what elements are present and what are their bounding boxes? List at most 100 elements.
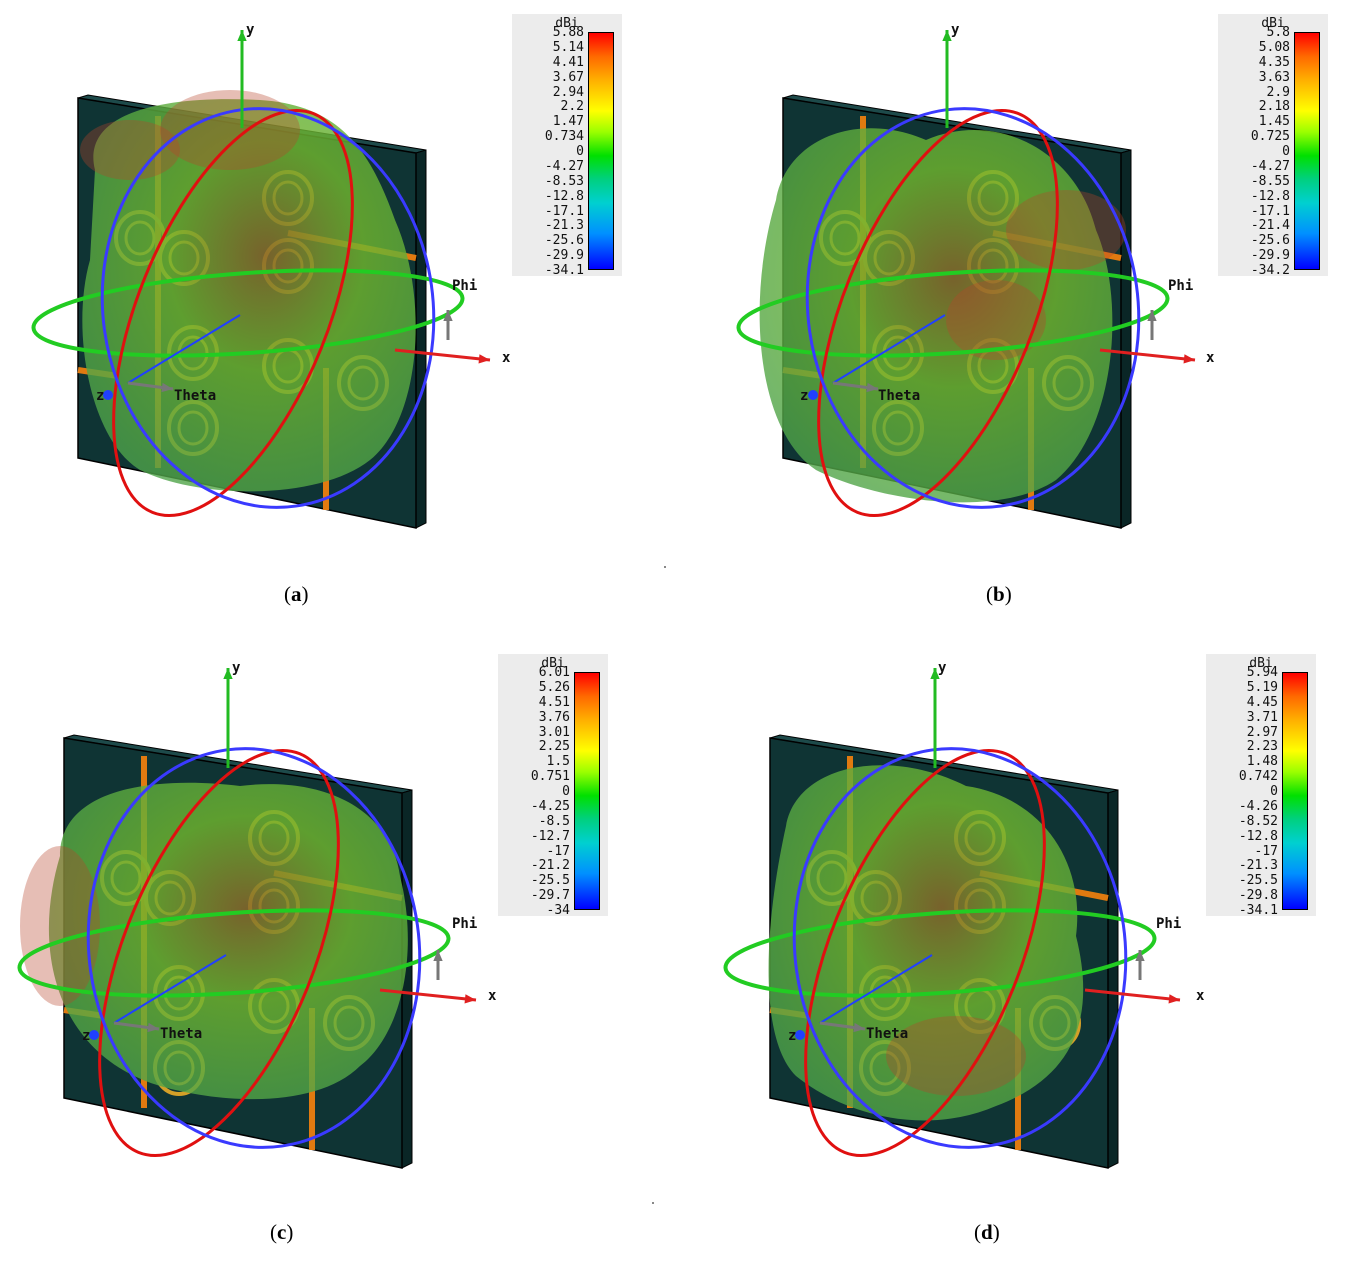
- radiation-pattern-surface: [759, 128, 1113, 503]
- phi-ring: [17, 908, 451, 998]
- z-axis-line: [127, 314, 241, 384]
- legend-tick-label: 3.71: [1246, 709, 1278, 725]
- legend-tick-label: -12.8: [1250, 188, 1290, 204]
- x-axis-arrow-head: [464, 994, 476, 1004]
- legend-tick-label: 2.18: [1258, 99, 1290, 115]
- panel-a: y x z Phi Theta dBi 5.88 5.14 4.41 3.67 2.94 2.2 1…: [0, 0, 676, 628]
- legend-tick-label: 1.5: [546, 754, 570, 770]
- legend-tick-label: -25.6: [1250, 233, 1290, 249]
- legend-tick-label: -25.5: [1238, 873, 1278, 889]
- caption-d: (d): [974, 1220, 1000, 1244]
- legend-tick-label: -29.8: [1238, 888, 1278, 904]
- legend-tick-label: 0: [576, 144, 584, 159]
- legend-tick-label: 3.76: [538, 709, 570, 725]
- radiation-pattern-surface: [82, 99, 416, 492]
- legend-tick-label: -34.1: [1238, 903, 1278, 918]
- phi-ring: [736, 268, 1170, 358]
- radiation-pattern-3d-c: y x z Phi Theta: [17, 660, 497, 1169]
- legend-unit-d: dBi: [1249, 656, 1273, 671]
- phi-label: Phi: [1156, 916, 1181, 932]
- legend-tick-label: 3.01: [538, 724, 570, 740]
- reference-ring: [86, 747, 422, 1149]
- legend-tick-label: 2.94: [552, 84, 584, 100]
- legend-tick-label: 6.01: [538, 665, 570, 680]
- radiation-pattern-surface: [48, 782, 408, 1100]
- legend-tick-label: -29.7: [530, 888, 570, 904]
- z-axis-label: z: [82, 1028, 90, 1044]
- radiation-pattern-3d-d: y x z Phi Theta: [723, 660, 1205, 1169]
- z-axis-label: z: [788, 1028, 796, 1044]
- legend-tick-label: 3.63: [1258, 69, 1290, 85]
- legend-tick-label: -21.3: [1238, 858, 1278, 874]
- legend-tick-label: 2.23: [1246, 739, 1278, 755]
- reference-ring: [805, 107, 1141, 509]
- theta-label: Theta: [866, 1026, 908, 1042]
- legend-tick-label: 2.9: [1266, 84, 1290, 100]
- phi-arrow-head: [1135, 950, 1145, 962]
- board-side-edge: [1120, 149, 1132, 529]
- legend-tick-label: -4.25: [530, 798, 570, 814]
- phi-label: Phi: [452, 916, 477, 932]
- legend-tick-label: -12.8: [1238, 828, 1278, 844]
- legend-tick-label: -17: [1254, 843, 1278, 859]
- legend-tick-label: 0: [562, 784, 570, 799]
- y-axis-label: y: [938, 660, 947, 676]
- colorbar-legend-b: dBi 5.8 5.08 4.35 3.63 2.9 2.18 1.45 0.725 0 -4.2…: [1218, 14, 1328, 277]
- board-side-edge: [1107, 789, 1119, 1169]
- legend-tick-label: 2.25: [538, 739, 570, 755]
- legend-tick-label: 4.51: [538, 694, 570, 710]
- phi-label: Phi: [452, 278, 477, 294]
- legend-tick-label: -34.1: [544, 263, 584, 278]
- theta-label: Theta: [174, 388, 216, 404]
- z-axis-tip: [795, 1030, 805, 1040]
- theta-label: Theta: [160, 1026, 202, 1042]
- legend-tick-label: 4.41: [552, 54, 584, 70]
- legend-tick-label: 5.88: [552, 25, 584, 40]
- legend-tick-label: -4.27: [544, 158, 584, 174]
- legend-tick-label: -4.27: [1250, 158, 1290, 174]
- colorbar-b: [1294, 32, 1320, 270]
- colorbar-c: [574, 672, 600, 910]
- legend-tick-label: 4.35: [1258, 54, 1290, 70]
- x-axis-label: x: [1196, 988, 1205, 1004]
- colorbar-legend-a: dBi 5.88 5.14 4.41 3.67 2.94 2.2 1.47 0.734 0 -4.…: [512, 14, 622, 278]
- z-axis-label: z: [800, 388, 808, 404]
- legend-tick-label: -21.3: [544, 218, 584, 234]
- legend-tick-label: -34: [546, 903, 570, 918]
- x-axis-arrow: [394, 348, 491, 362]
- high-gain-region: [1006, 190, 1126, 270]
- phi-label: Phi: [1168, 278, 1193, 294]
- legend-tick-label: -8.52: [1238, 813, 1278, 829]
- legend-tick-label: -25.6: [544, 233, 584, 249]
- x-axis-label: x: [502, 350, 511, 366]
- legend-tick-label: -21.2: [530, 858, 570, 874]
- phi-ring: [31, 268, 465, 358]
- legend-tick-label: -29.9: [544, 248, 584, 264]
- radiation-pattern-3d-b: y x z Phi Theta: [736, 22, 1215, 529]
- theta-label: Theta: [878, 388, 920, 404]
- x-axis-label: x: [488, 988, 497, 1004]
- legend-tick-label: 2.2: [560, 99, 584, 115]
- theta-arrow-head: [853, 1022, 865, 1033]
- legend-tick-label: -17: [546, 843, 570, 859]
- y-axis-arrow-head: [930, 668, 940, 680]
- radiation-pattern-surface: [768, 765, 1084, 1121]
- legend-tick-label: 5.14: [552, 39, 584, 55]
- high-gain-region: [946, 280, 1046, 360]
- phi-ring: [723, 908, 1157, 998]
- legend-tick-label: 5.26: [538, 679, 570, 695]
- z-axis-label: z: [96, 388, 104, 404]
- legend-tick-label: 5.19: [1246, 679, 1278, 695]
- colorbar-a: [588, 32, 614, 270]
- legend-unit-b: dBi: [1261, 16, 1285, 31]
- y-axis-label: y: [951, 22, 960, 38]
- y-axis-arrow-head: [237, 30, 247, 42]
- legend-tick-label: 5.94: [1246, 665, 1278, 680]
- caption-c: (c): [270, 1220, 294, 1244]
- reference-ring: [100, 107, 436, 509]
- x-axis-label: x: [1206, 350, 1215, 366]
- legend-tick-label: 5.08: [1258, 39, 1290, 55]
- x-axis-arrow: [1099, 348, 1196, 362]
- x-axis-arrow: [1084, 988, 1181, 1002]
- legend-tick-label: 5.8: [1266, 25, 1290, 40]
